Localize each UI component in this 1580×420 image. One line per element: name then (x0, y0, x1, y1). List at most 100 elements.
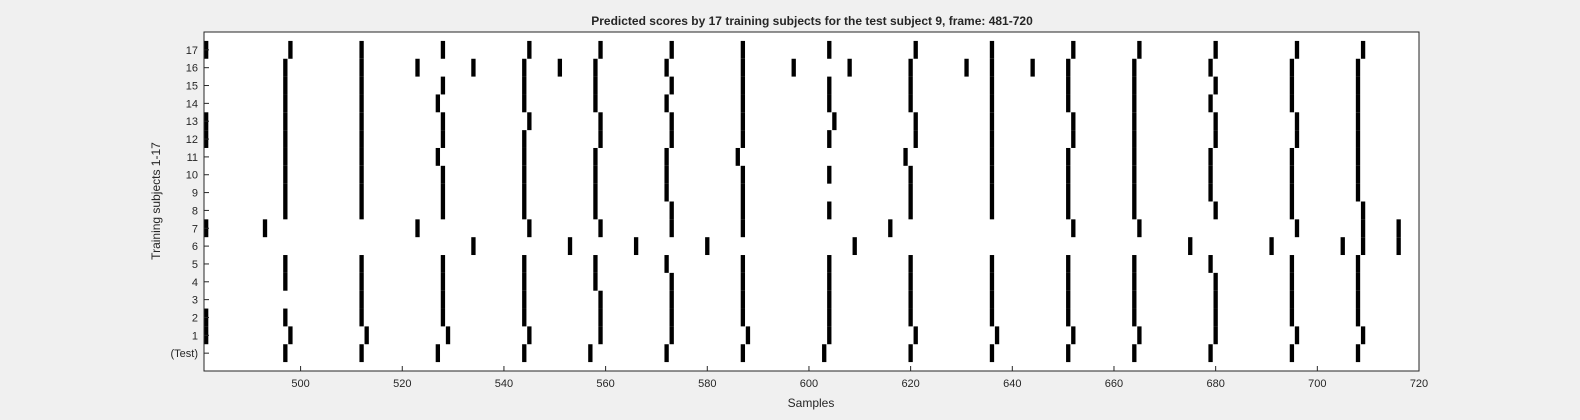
event-mark (1066, 308, 1071, 327)
event-mark (705, 237, 710, 256)
event-mark (964, 58, 969, 77)
event-mark (1294, 130, 1300, 148)
event-mark (593, 58, 598, 77)
y-tick-label: 7 (192, 223, 198, 235)
x-tick-label: 560 (596, 378, 614, 390)
event-mark (522, 201, 527, 220)
event-mark (989, 308, 995, 327)
event-mark (1294, 112, 1300, 131)
event-mark (908, 94, 913, 113)
event-mark (1132, 308, 1137, 327)
event-mark (1355, 255, 1361, 273)
event-mark (598, 308, 603, 327)
event-mark (1269, 237, 1274, 256)
event-mark (1355, 290, 1361, 309)
x-tick-label: 640 (1003, 378, 1021, 390)
event-mark (827, 308, 832, 327)
event-mark (415, 58, 420, 77)
event-mark (740, 112, 746, 131)
event-mark (1066, 290, 1071, 309)
y-tick-label: 11 (187, 152, 198, 164)
event-mark (908, 255, 913, 273)
event-mark (1360, 219, 1366, 238)
event-mark (1071, 219, 1076, 238)
event-mark (740, 183, 746, 202)
y-tick-label: 14 (186, 98, 198, 110)
event-mark (664, 255, 669, 273)
event-mark (994, 326, 1000, 345)
event-mark (283, 344, 288, 363)
event-mark (1132, 130, 1137, 148)
event-mark (669, 201, 674, 220)
raster-row (283, 255, 1361, 273)
event-mark (1066, 58, 1071, 77)
event-mark (1289, 344, 1295, 363)
event-mark (522, 183, 527, 202)
event-mark (827, 94, 832, 113)
raster-row (283, 147, 1361, 166)
x-axis-label: Samples (788, 396, 835, 410)
event-mark (827, 290, 832, 309)
event-mark (1360, 201, 1366, 220)
event-mark (1071, 326, 1076, 345)
y-tick-label: 4 (192, 277, 198, 289)
event-mark (593, 272, 598, 291)
event-mark (440, 308, 446, 327)
event-mark (567, 237, 573, 256)
event-mark (1289, 308, 1295, 327)
event-mark (669, 40, 674, 59)
event-mark (1030, 58, 1035, 77)
event-mark (283, 165, 288, 184)
event-mark (440, 40, 446, 59)
event-mark (1213, 308, 1218, 327)
event-mark (1137, 40, 1142, 59)
event-mark (913, 130, 918, 148)
event-mark (1294, 219, 1300, 238)
event-mark (1137, 219, 1142, 238)
event-mark (1355, 147, 1361, 166)
event-mark (1188, 237, 1193, 256)
chart-title: Predicted scores by 17 training subjects… (591, 14, 1033, 28)
event-mark (359, 130, 364, 148)
event-mark (669, 130, 674, 148)
event-mark (598, 130, 603, 148)
raster-row (283, 201, 1366, 220)
event-mark (359, 147, 364, 166)
event-mark (740, 255, 746, 273)
event-mark (989, 130, 995, 148)
event-mark (735, 147, 740, 166)
event-mark (888, 219, 893, 238)
event-mark (827, 165, 832, 184)
event-mark (989, 58, 995, 77)
event-mark (1289, 147, 1295, 166)
event-mark (1340, 237, 1345, 256)
event-mark (1360, 326, 1366, 345)
event-mark (440, 130, 446, 148)
event-mark (913, 326, 918, 345)
event-mark (1355, 344, 1361, 363)
event-mark (908, 308, 913, 327)
event-mark (664, 58, 669, 77)
event-mark (359, 272, 364, 291)
raster-row (283, 94, 1361, 113)
event-mark (745, 326, 751, 345)
x-tick-label: 500 (291, 378, 309, 390)
event-mark (283, 272, 288, 291)
event-mark (989, 94, 995, 113)
x-tick-label: 680 (1206, 378, 1224, 390)
event-mark (283, 94, 288, 113)
event-mark (740, 76, 746, 95)
event-mark (593, 201, 598, 220)
x-axis: 500 520 540 560 580 600 620 640 660 680 700 720 (291, 366, 1428, 390)
event-mark (1213, 112, 1218, 131)
event-mark (832, 112, 837, 131)
event-mark (364, 326, 369, 345)
event-mark (1071, 40, 1076, 59)
event-mark (593, 183, 598, 202)
event-mark (593, 255, 598, 273)
event-mark (913, 40, 918, 59)
event-mark (1396, 237, 1401, 256)
event-mark (1289, 94, 1295, 113)
event-mark (359, 255, 364, 273)
x-tick-label: 600 (800, 378, 818, 390)
